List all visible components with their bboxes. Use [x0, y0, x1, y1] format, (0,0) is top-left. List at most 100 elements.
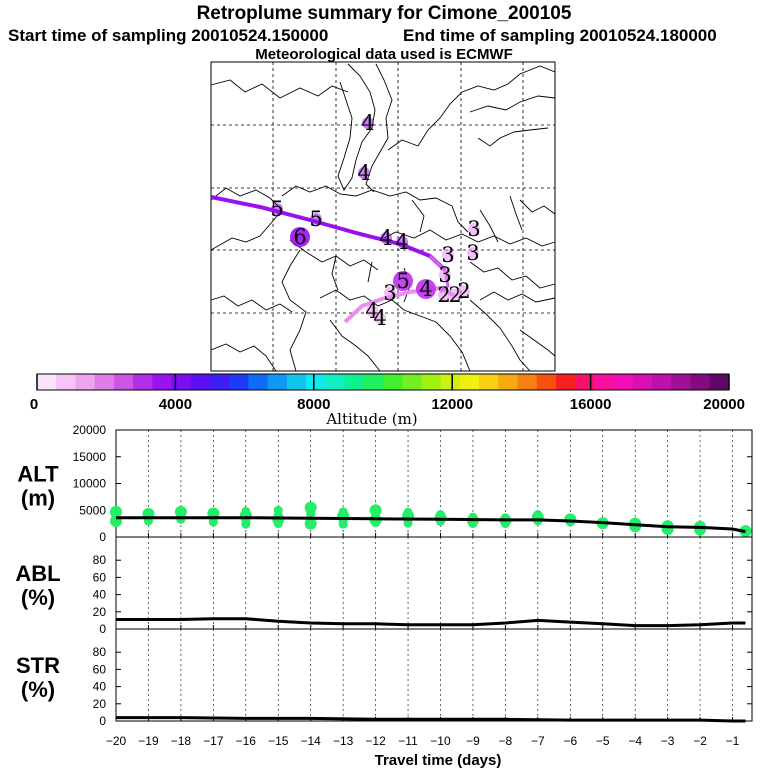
map-label: 6 [293, 225, 306, 249]
y-tick-label: 20 [93, 697, 107, 711]
alt-dot [435, 510, 445, 520]
end-time-label: End time of sampling 20010524.180000 [403, 26, 717, 45]
colorbar-swatch [210, 374, 230, 390]
colorbar-swatch [671, 374, 691, 390]
map-label-blob [438, 289, 450, 301]
x-tick-label: −5 [596, 734, 610, 748]
colorbar-swatch [594, 374, 615, 390]
map-label-blob [439, 269, 451, 281]
colorbar-swatch [652, 374, 672, 390]
panel-unit: (%) [21, 677, 55, 702]
map-label-blob [442, 249, 454, 261]
map-label-blob [358, 167, 370, 179]
map-label-blob [396, 236, 408, 248]
y-tick-label: 15000 [73, 450, 107, 464]
map-label-blob [393, 271, 413, 291]
colorbar-swatch [556, 374, 576, 390]
alt-dot [533, 510, 543, 520]
colorbar-swatch [306, 374, 326, 390]
colorbar-swatch [152, 374, 172, 390]
colorbar-swatch [190, 374, 211, 390]
colorbar-swatch [402, 374, 422, 390]
start-time-label: Start time of sampling 20010524.150000 [8, 26, 329, 45]
panel-unit: (m) [21, 486, 55, 511]
colorbar-swatch [37, 374, 57, 390]
colorbar-label: Altitude (m) [325, 410, 417, 428]
map-label-blob [366, 305, 378, 317]
x-tick-label: −13 [333, 734, 354, 748]
x-tick-label: −16 [236, 734, 257, 748]
x-tick-label: −14 [301, 734, 322, 748]
x-tick-label: −7 [531, 734, 545, 748]
y-tick-label: 80 [93, 553, 107, 567]
panel-alt: 20000 15000 10000 5000 0 ALT(m) [17, 423, 753, 544]
x-tick-label: −20 [106, 734, 127, 748]
colorbar: 0 4000 8000 12000 16000 20000 [30, 373, 745, 413]
x-tick-label: −17 [203, 734, 224, 748]
x-tick-label: −1 [726, 734, 740, 748]
abl-line [116, 617, 746, 628]
colorbar-swatch [632, 374, 653, 390]
colorbar-swatch [383, 374, 403, 390]
x-tick-label: −19 [138, 734, 159, 748]
colorbar-swatch [267, 374, 288, 390]
colorbar-swatch [171, 374, 192, 390]
y-tick-label: 60 [93, 662, 107, 676]
colorbar-swatch [75, 374, 96, 390]
map-label: 4 [379, 226, 392, 250]
map-label: 5 [396, 269, 409, 293]
colorbar-swatch [229, 374, 249, 390]
map-label: 4 [361, 111, 374, 135]
y-tick-label: 10000 [73, 477, 107, 491]
map-label: 4 [373, 306, 386, 330]
map-label: 5 [270, 197, 283, 221]
colorbar-tick-label: 8000 [297, 396, 330, 413]
map-label-blob [380, 232, 392, 244]
colorbar-tick-label: 12000 [431, 396, 473, 413]
panel-str: 80 60 40 20 0 STR(%) [16, 628, 753, 728]
colorbar-swatch [421, 374, 442, 390]
alt-dot [241, 506, 251, 516]
x-tick-label: −10 [430, 734, 451, 748]
chart-title: Retroplume summary for Cimone_200105 [196, 3, 572, 24]
map-label: 4 [357, 161, 370, 185]
x-tick-label: −3 [661, 734, 675, 748]
y-tick-label: 20 [93, 605, 107, 619]
alt-dot [369, 504, 382, 517]
y-tick-label: 40 [93, 680, 107, 694]
x-tick-label: −6 [563, 734, 577, 748]
alt-dot [304, 501, 317, 514]
map-label: 3 [467, 217, 480, 241]
colorbar-swatch [286, 374, 307, 390]
panel-label: STR [16, 653, 60, 678]
map-label-blob [449, 289, 461, 301]
map-label-blob [467, 247, 479, 259]
colorbar-tick-label: 0 [30, 396, 38, 413]
map-label-blob [290, 227, 310, 247]
colorbar-swatch [325, 374, 345, 390]
map-label: 4 [395, 230, 408, 254]
colorbar-swatch [113, 374, 134, 390]
y-tick-label: 0 [99, 714, 106, 728]
map-label-blob [271, 203, 283, 215]
map-label-blob [468, 223, 480, 235]
str-line [116, 716, 746, 723]
map-label: 5 [309, 207, 322, 231]
colorbar-swatch [536, 374, 557, 390]
map-label: 2 [457, 279, 470, 303]
timeseries-panels: 20000150001000050000ALT(m)806040200ABL(%… [15, 423, 753, 728]
colorbar-tick-label: 4000 [159, 396, 192, 413]
colorbar-tick-label: 20000 [703, 396, 745, 413]
map-label-blob [362, 117, 374, 129]
colorbar-swatch [690, 374, 711, 390]
x-tick-label: −2 [693, 734, 707, 748]
y-tick-label: 0 [99, 622, 106, 636]
panel-frame [115, 536, 753, 630]
x-tick-label: −12 [365, 734, 386, 748]
map-label-blob [416, 279, 436, 299]
colorbar-swatch [459, 374, 480, 390]
colorbar-swatch [709, 374, 730, 390]
x-axis-label: Travel time (days) [375, 752, 502, 768]
